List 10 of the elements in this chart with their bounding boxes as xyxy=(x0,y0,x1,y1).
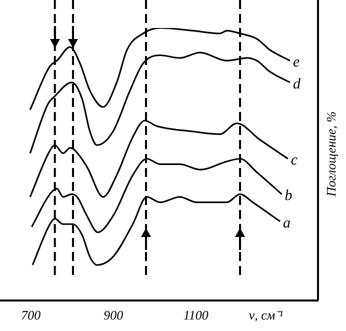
series-label: d xyxy=(292,76,301,92)
x-tick-label: 900 xyxy=(104,308,124,323)
y-axis-title: Поглощение, % xyxy=(324,110,340,196)
x-tick-label: 700 xyxy=(21,308,42,323)
series-label: e xyxy=(292,54,300,71)
x-tick-label: 1100 xyxy=(183,308,209,323)
series-label: a xyxy=(283,215,291,232)
series-label: b xyxy=(284,188,293,204)
series-label: c xyxy=(290,152,298,169)
x-axis-title: ν, см⁻¹ xyxy=(248,307,284,322)
